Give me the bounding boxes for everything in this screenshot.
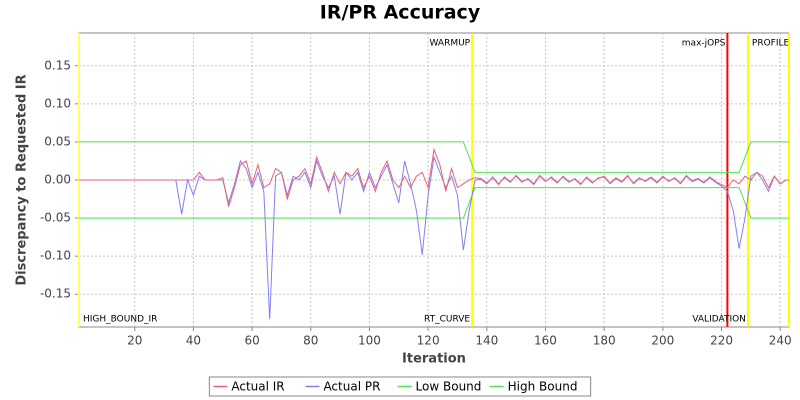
marker-label: max-jOPS	[682, 39, 726, 49]
x-axis-label: Iteration	[402, 352, 466, 367]
x-tick-label: 200	[651, 334, 674, 348]
x-tick-label: 240	[769, 334, 792, 348]
y-tick-label: 0.00	[44, 173, 71, 187]
chart-title: IR/PR Accuracy	[320, 2, 481, 24]
x-tick-label: 140	[475, 334, 498, 348]
x-tick-label: 160	[534, 334, 557, 348]
y-tick-label: -0.10	[40, 249, 71, 263]
series-line	[79, 147, 789, 207]
x-tick-label: 20	[127, 334, 142, 348]
marker-label: HIGH_BOUND_IR	[83, 315, 157, 325]
legend-label: Actual IR	[231, 380, 284, 394]
marker-label: PROFILE	[752, 39, 790, 49]
x-tick-label: 120	[417, 334, 440, 348]
x-tick-label: 220	[710, 334, 733, 348]
series-line	[79, 141, 789, 173]
x-tick-label: 80	[303, 334, 318, 348]
x-tick-label: 180	[593, 334, 616, 348]
legend-label: High Bound	[508, 380, 578, 394]
y-tick-label: 0.15	[44, 58, 71, 72]
y-tick-label: -0.05	[40, 211, 71, 225]
x-tick-label: 40	[186, 334, 201, 348]
y-tick-label: 0.10	[44, 96, 71, 110]
legend: Actual IR Actual PR Low Bound High Bound	[208, 376, 592, 397]
x-tick-label: 100	[358, 334, 381, 348]
x-tick-label: 60	[244, 334, 259, 348]
marker-label: WARMUP	[430, 39, 471, 49]
y-axis-label: Discrepancy to Requested IR	[15, 74, 30, 285]
y-tick-label: -0.15	[40, 287, 71, 301]
marker-label: RT_CURVE	[424, 315, 470, 325]
series-line	[79, 155, 789, 320]
marker-label: VALIDATION	[692, 315, 746, 325]
y-tick-label: 0.05	[44, 134, 71, 148]
legend-label: Actual PR	[323, 380, 380, 394]
legend-label: Low Bound	[416, 380, 482, 394]
